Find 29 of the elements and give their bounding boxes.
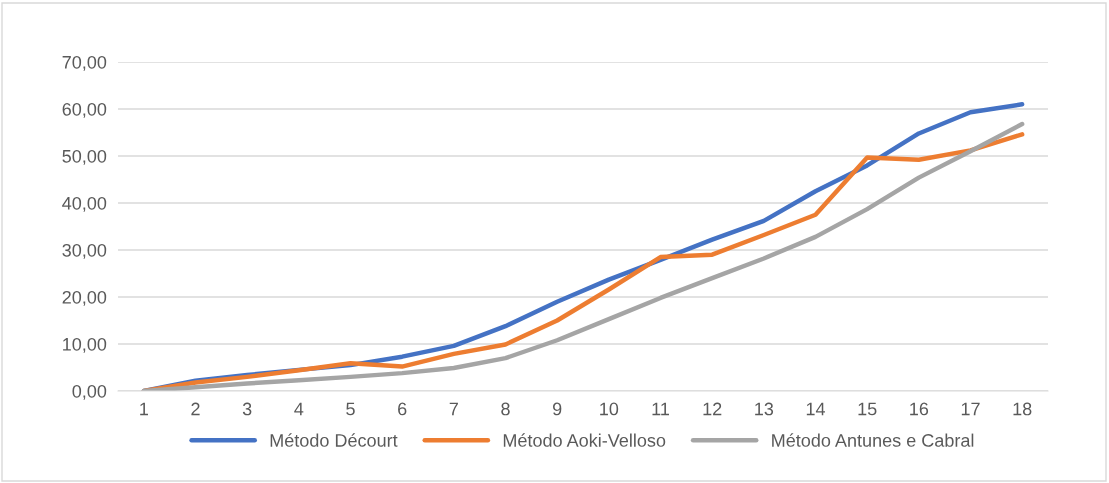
x-tick-label: 9: [552, 402, 562, 416]
x-tick-label: 5: [346, 402, 355, 416]
x-tick-label: 13: [755, 402, 774, 416]
legend-label: Método Aoki-Velloso: [503, 433, 666, 447]
y-tick-label: 30,00: [62, 243, 107, 259]
x-tick-label: 6: [398, 402, 407, 416]
x-tick-label: 3: [242, 402, 252, 416]
y-tick-label: 70,00: [62, 55, 107, 71]
x-tick-label: 7: [449, 402, 458, 416]
x-tick-label: 10: [600, 402, 619, 416]
x-tick-label: 2: [191, 402, 200, 416]
y-tick-label: 40,00: [62, 196, 107, 212]
x-tick-label: 11: [652, 402, 669, 416]
x-tick-label: 8: [501, 402, 510, 416]
x-tick-label: 16: [910, 402, 929, 416]
y-tick-label: 0,00: [72, 384, 107, 400]
x-tick-label: 15: [858, 402, 877, 416]
y-tick-label: 50,00: [62, 149, 107, 165]
x-tick-label: 18: [1013, 402, 1032, 416]
legend-label: Método Antunes e Cabral: [772, 433, 974, 447]
x-tick-label: 14: [806, 402, 826, 416]
x-tick-label: 1: [140, 402, 148, 416]
x-tick-label: 4: [294, 402, 304, 416]
y-tick-label: 60,00: [62, 102, 107, 118]
legend-label: Método Décourt: [270, 433, 398, 447]
y-tick-label: 20,00: [62, 290, 107, 306]
x-tick-label: 12: [703, 402, 722, 416]
x-tick-label: 17: [961, 402, 980, 416]
y-tick-label: 10,00: [63, 337, 107, 353]
